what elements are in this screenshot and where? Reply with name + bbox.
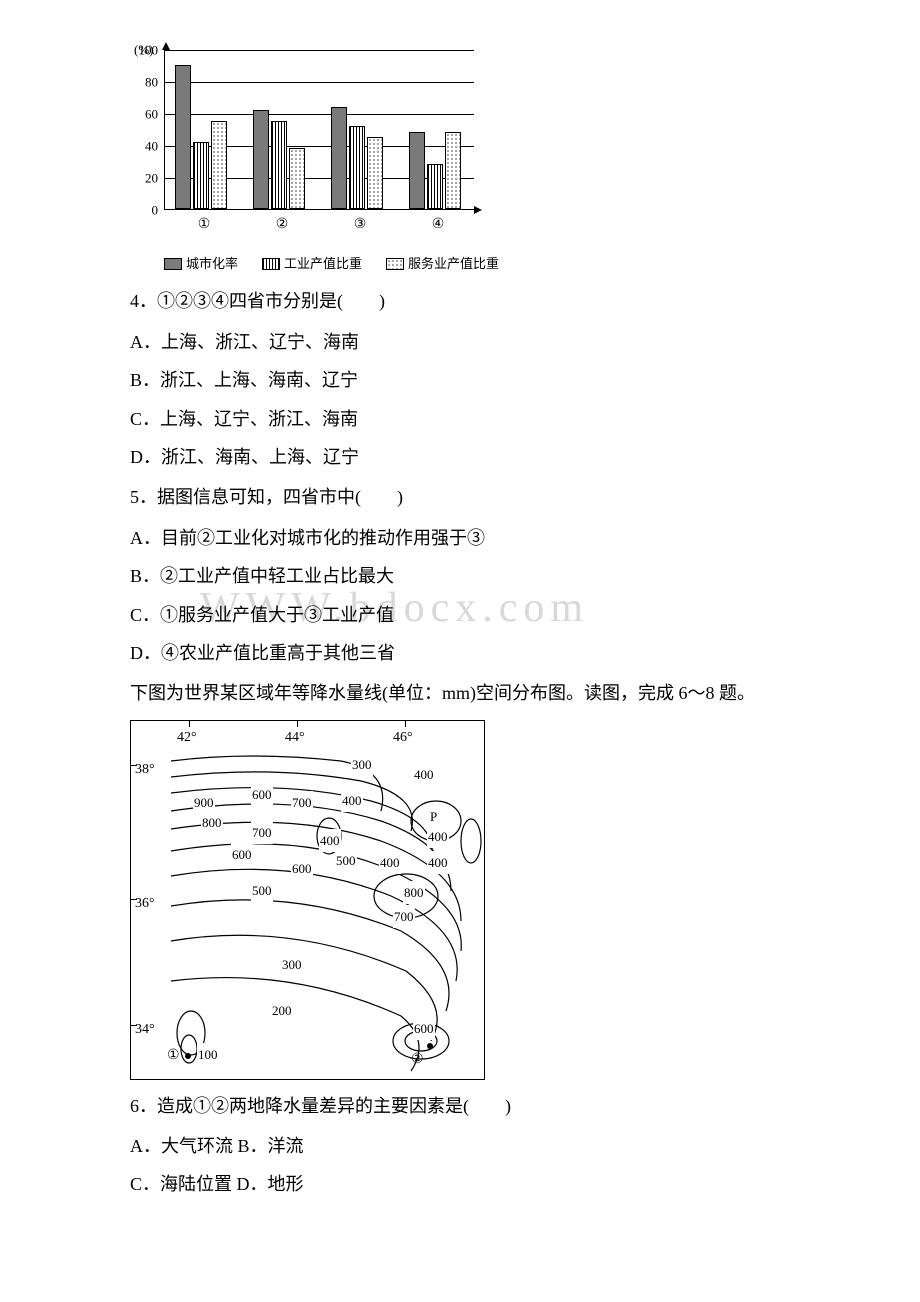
contour-label: 400 [341, 789, 363, 812]
grid-line [165, 82, 474, 83]
contour-label: 700 [251, 821, 273, 844]
q4-D: D．浙江、海南、上海、辽宁 [130, 441, 800, 473]
bar-industry [349, 126, 365, 209]
bar-industry [193, 142, 209, 209]
q5-D: D．④农业产值比重高于其他三省 [130, 637, 800, 669]
map-point-1-label: ① [167, 1043, 180, 1068]
q5-stem: 5．据图信息可知，四省市中( ) [130, 481, 800, 513]
contour-label: 700 [291, 791, 313, 814]
bar-urbanization [409, 132, 425, 209]
q6-line2: C．海陆位置 D．地形 [130, 1168, 800, 1200]
bar-service [367, 137, 383, 209]
y-tick: 60 [130, 102, 158, 125]
contour-label: 300 [281, 953, 303, 976]
bar-urbanization [331, 107, 347, 209]
contour-label: 400 [427, 851, 449, 874]
contour-label: 600 [291, 857, 313, 880]
legend-item: 城市化率 [164, 252, 238, 275]
legend-swatch-solid [164, 258, 182, 270]
contour-label: 300 [351, 753, 373, 776]
contour-label: 500 [251, 879, 273, 902]
x-axis-arrow-icon [474, 206, 482, 214]
legend-label: 城市化率 [186, 252, 238, 275]
bar-chart: (%) 0 20 40 60 80 100 [130, 40, 490, 250]
contour-label: 100 [197, 1043, 219, 1066]
legend-item: 工业产值比重 [262, 252, 362, 275]
bar-service [289, 148, 305, 209]
contour-label: 800 [403, 881, 425, 904]
contour-label: 200 [271, 999, 293, 1022]
q5-C: WWW.bdocx.com C．①服务业产值大于③工业产值 [130, 599, 800, 631]
bar-urbanization [175, 65, 191, 209]
y-tick: 0 [130, 198, 158, 221]
chart-legend: 城市化率 工业产值比重 服务业产值比重 [130, 252, 800, 275]
contour-label: 700 [393, 905, 415, 928]
legend-swatch-dots [386, 258, 404, 270]
legend-label: 服务业产值比重 [408, 252, 499, 275]
x-label: ③ [330, 212, 390, 237]
contour-label: 800 [201, 811, 223, 834]
map-intro: 下图为世界某区域年等降水量线(单位：mm)空间分布图。读图，完成 6～8 题。 [130, 677, 800, 709]
contour-label: 400 [413, 763, 435, 786]
y-tick: 40 [130, 134, 158, 157]
q5-A: A．目前②工业化对城市化的推动作用强于③ [130, 522, 800, 554]
q6-line1: A．大气环流 B．洋流 [130, 1130, 800, 1162]
q4-C: C．上海、辽宁、浙江、海南 [130, 403, 800, 435]
plot-area [164, 50, 474, 210]
x-label: ① [174, 212, 234, 237]
grid-line [165, 50, 474, 51]
contour-label: 600 [231, 843, 253, 866]
q4-B: B．浙江、上海、海南、辽宁 [130, 364, 800, 396]
grid-line [165, 114, 474, 115]
legend-swatch-stripe [262, 258, 280, 270]
q6-stem: 6．造成①②两地降水量差异的主要因素是( ) [130, 1090, 800, 1122]
legend-label: 工业产值比重 [284, 252, 362, 275]
precip-map: 42° 44° 46° 38° 36° 34° [130, 720, 485, 1080]
bar-industry [427, 164, 443, 209]
bar-urbanization [253, 110, 269, 209]
y-axis-arrow-icon [162, 42, 170, 50]
contour-label: 400 [427, 825, 449, 848]
bar-industry [271, 121, 287, 209]
contour-label: 400 [379, 851, 401, 874]
q5-B: B．②工业产值中轻工业占比最大 [130, 560, 800, 592]
y-tick: 20 [130, 166, 158, 189]
bar-service [445, 132, 461, 209]
contour-label: 600 [413, 1017, 435, 1040]
y-tick: 100 [130, 38, 158, 61]
contour-label: 500 [335, 849, 357, 872]
x-label: ② [252, 212, 312, 237]
x-label: ④ [408, 212, 468, 237]
y-tick: 80 [130, 70, 158, 93]
legend-item: 服务业产值比重 [386, 252, 499, 275]
q4-stem: 4．①②③④四省市分别是( ) [130, 285, 800, 317]
bar-service [211, 121, 227, 209]
map-point-1-icon [185, 1053, 191, 1059]
q5-C-text: C．①服务业产值大于③工业产值 [130, 605, 394, 625]
q5-B-text: B．②工业产值中轻工业占比最大 [130, 566, 394, 586]
bar-chart-figure: (%) 0 20 40 60 80 100 [130, 40, 800, 275]
contour-label: 600 [251, 783, 273, 806]
map-point-2-label: ② [411, 1047, 424, 1072]
q4-A: A．上海、浙江、辽宁、海南 [130, 326, 800, 358]
map-point-2-icon [427, 1043, 433, 1049]
